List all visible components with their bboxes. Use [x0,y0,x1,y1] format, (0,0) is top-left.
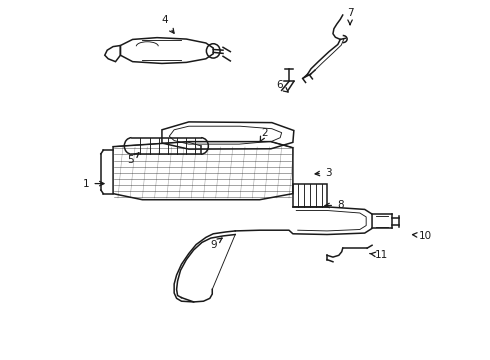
Text: 7: 7 [347,8,353,24]
Text: 2: 2 [260,129,268,141]
Text: 10: 10 [413,231,432,240]
Text: 6: 6 [276,80,288,92]
Text: 1: 1 [83,179,104,189]
Text: 8: 8 [325,200,343,210]
Text: 3: 3 [315,168,331,178]
Text: 11: 11 [369,250,389,260]
Text: 9: 9 [210,238,222,249]
Text: 4: 4 [161,15,174,33]
Text: 5: 5 [127,153,139,165]
